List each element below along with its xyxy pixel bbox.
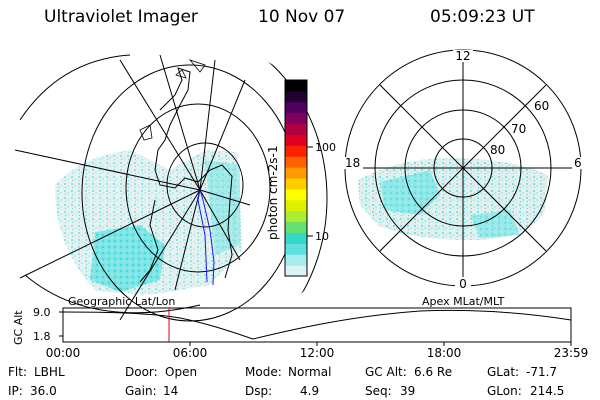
info-door-value: Open xyxy=(165,365,197,379)
info-glat-label: GLat: xyxy=(487,365,519,379)
alt-xtick-2359: 23:59 xyxy=(554,346,589,360)
colorbar-tick-100: 100 xyxy=(315,141,336,154)
colorbar-cell xyxy=(285,210,307,223)
info-mode-label: Mode: xyxy=(245,365,282,379)
info-gain-value: 14 xyxy=(163,384,178,398)
mlt-label-18: 18 xyxy=(345,156,360,170)
header-title: Ultraviolet Imager xyxy=(44,7,198,27)
colorbar-cell xyxy=(285,265,307,277)
colorbar-unit-label: photon cm-2s-1 xyxy=(266,146,280,241)
colorbar: 100 10 photon cm-2s-1 xyxy=(266,79,336,277)
alt-ylabel: GC Alt xyxy=(12,310,25,345)
mlat-label-60: 60 xyxy=(534,99,549,113)
info-door-label: Door: xyxy=(125,365,158,379)
satellite-track xyxy=(199,189,215,286)
info-panel: Flt: LBHL Door: Open Mode: Normal GC Alt… xyxy=(8,365,564,398)
altitude-curve xyxy=(62,309,572,340)
info-dsp-label: Dsp: xyxy=(245,384,272,398)
geo-map-label: Geographic Lat/Lon xyxy=(68,295,175,308)
info-gain-label: Gain: xyxy=(125,384,157,398)
info-ip-value: 36.0 xyxy=(30,384,57,398)
alt-xtick-0000: 00:00 xyxy=(46,346,81,360)
colorbar-cell xyxy=(285,167,307,179)
alt-ytick-9: 9.0 xyxy=(33,306,51,319)
colorbar-cell xyxy=(285,123,307,135)
colorbar-cell xyxy=(285,221,307,233)
colorbar-cell xyxy=(285,145,307,157)
info-glon-label: GLon: xyxy=(487,384,522,398)
mlt-label-6: 6 xyxy=(574,156,582,170)
alt-ytick-1.8: 1.8 xyxy=(33,330,51,343)
colorbar-cell xyxy=(285,232,307,244)
geo-aurora-glow xyxy=(55,150,242,295)
colorbar-cell xyxy=(285,178,307,190)
alt-xtick-1800: 18:00 xyxy=(427,346,462,360)
colorbar-cell xyxy=(285,188,307,201)
polar-map: 12 0 18 6 60 70 80 xyxy=(343,49,584,291)
info-flt-value: LBHL xyxy=(34,365,65,379)
colorbar-cell xyxy=(285,101,307,114)
mlat-label-80: 80 xyxy=(490,143,505,157)
coastline xyxy=(139,67,233,283)
polar-map-label: Apex MLat/MLT xyxy=(422,295,505,308)
info-seq-label: Seq: xyxy=(365,384,392,398)
colorbar-cell xyxy=(285,156,307,168)
header-date: 10 Nov 07 xyxy=(258,7,346,27)
colorbar-cell xyxy=(285,254,307,266)
info-gcalt-label: GC Alt: xyxy=(365,365,407,379)
colorbar-cell xyxy=(285,112,307,125)
info-flt-label: Flt: xyxy=(8,365,27,379)
altitude-plot: 9.0 1.8 GC Alt 00:00 06:00 12:00 18:00 2… xyxy=(12,306,588,360)
info-dsp-value: 4.9 xyxy=(300,384,319,398)
mlat-label-70: 70 xyxy=(511,122,526,136)
colorbar-tick-10: 10 xyxy=(315,230,329,243)
geo-map xyxy=(14,45,328,335)
header-time: 05:09:23 UT xyxy=(430,7,535,27)
info-seq-value: 39 xyxy=(400,384,415,398)
colorbar-cell xyxy=(285,80,307,92)
alt-xtick-1200: 12:00 xyxy=(300,346,335,360)
mlt-label-0: 0 xyxy=(459,277,467,291)
alt-xtick-0600: 06:00 xyxy=(173,346,208,360)
colorbar-cell xyxy=(285,90,307,103)
info-mode-value: Normal xyxy=(288,365,331,379)
info-glon-value: 214.5 xyxy=(530,384,564,398)
colorbar-cell xyxy=(285,199,307,212)
colorbar-cell xyxy=(285,243,307,255)
mlt-label-12: 12 xyxy=(455,49,470,63)
colorbar-cell xyxy=(285,134,307,146)
info-ip-label: IP: xyxy=(8,384,23,398)
info-gcalt-value: 6.6 Re xyxy=(414,365,452,379)
info-glat-value: -71.7 xyxy=(526,365,557,379)
